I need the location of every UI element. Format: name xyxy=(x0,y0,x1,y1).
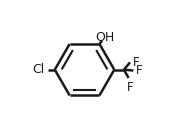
Text: Cl: Cl xyxy=(32,63,44,76)
Text: F: F xyxy=(127,81,133,94)
Text: OH: OH xyxy=(95,31,114,44)
Text: F: F xyxy=(133,56,139,69)
Text: F: F xyxy=(136,64,143,77)
